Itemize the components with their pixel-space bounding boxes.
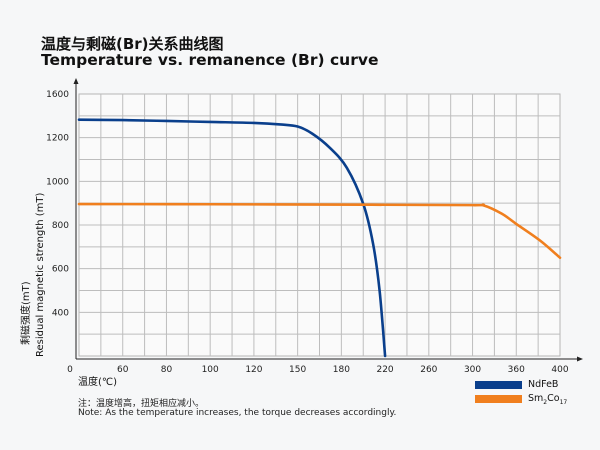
x-tick-label: 180 — [333, 365, 350, 375]
y-axis-label-cn: 剩磁强度(mT) — [19, 281, 32, 345]
y-tick-label: 800 — [52, 221, 69, 231]
legend-label-ndfeb: NdFeB — [528, 379, 559, 390]
y-tick-label: 1200 — [46, 134, 69, 144]
y-tick-label: 1000 — [46, 177, 69, 187]
x-tick-label: 60 — [117, 365, 129, 375]
legend-item-ndfeb: NdFeB — [475, 379, 558, 390]
note-cn: 注：温度增高，扭矩相应减小。 — [78, 399, 205, 409]
chart-title: 温度与剩磁(Br)关系曲线图 — [41, 35, 224, 53]
note-en: Note: As the temperature increases, the … — [78, 408, 397, 418]
series-line-ndfeb — [77, 118, 387, 358]
x-tick-label: 0 — [67, 365, 73, 375]
x-tick-label: 400 — [551, 365, 568, 375]
y-tick-label: 600 — [52, 265, 69, 275]
x-tick-label: 120 — [245, 365, 262, 375]
x-tick-label: 360 — [508, 365, 525, 375]
y-axis-label: Residual magnetic strength (mT) — [35, 192, 46, 357]
tick-labels: 0 60 80 100 120 150 180 220 260 300 360 400 400 600 80… — [46, 90, 569, 375]
legend-swatch-ndfeb — [475, 380, 522, 389]
axes — [73, 78, 583, 362]
x-tick-label: 220 — [376, 365, 393, 375]
grid — [78, 93, 561, 357]
legend-swatch-smco — [475, 395, 522, 404]
x-tick-label: 100 — [202, 365, 219, 375]
y-tick-label: 1600 — [46, 90, 69, 100]
legend-label-smco: Sm2Co17 — [528, 393, 568, 406]
x-axis-label: 温度(℃) — [78, 377, 118, 388]
series-lines — [77, 118, 562, 358]
x-tick-label: 80 — [161, 365, 173, 375]
x-tick-label: 300 — [464, 365, 481, 375]
x-tick-label: 260 — [420, 365, 437, 375]
legend-item-smco: Sm2Co17 — [475, 393, 567, 406]
y-tick-label: 400 — [52, 308, 69, 318]
x-tick-label: 150 — [289, 365, 306, 375]
x-axis-arrow-icon — [577, 356, 583, 362]
chart-subtitle: Temperature vs. remanence (Br) curve — [41, 51, 379, 69]
series-line-sm2co17 — [77, 202, 562, 260]
y-axis-arrow-icon — [73, 78, 79, 84]
